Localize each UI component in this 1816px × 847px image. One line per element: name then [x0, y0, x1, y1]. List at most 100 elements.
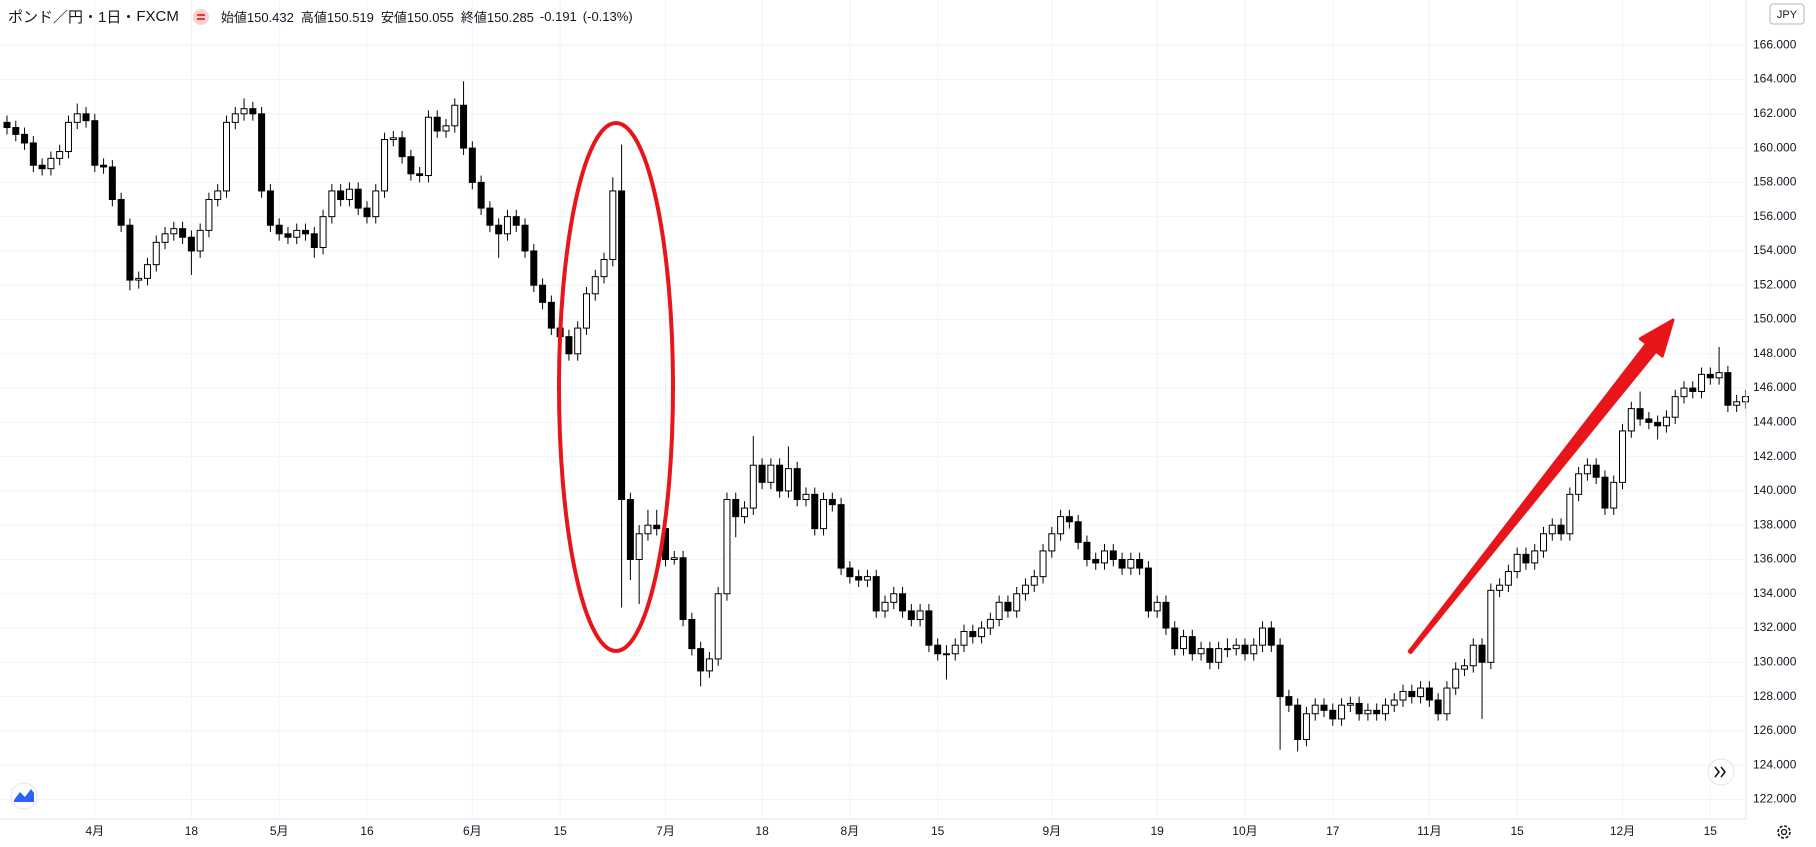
- logo[interactable]: [10, 782, 38, 810]
- y-tick-label: 156.000: [1753, 209, 1797, 223]
- candle-body: [1338, 704, 1346, 720]
- y-tick-label: 158.000: [1753, 175, 1797, 189]
- candle-body: [1627, 408, 1635, 432]
- candle-body: [960, 630, 968, 646]
- candle-body: [196, 229, 204, 252]
- candle-body: [223, 121, 230, 192]
- candle-body: [161, 233, 169, 243]
- x-tick-label: 18: [185, 824, 199, 838]
- candle-body: [1733, 401, 1741, 406]
- candle-body: [1469, 644, 1477, 667]
- candle-body: [486, 207, 494, 226]
- x-tick-label: 15: [1704, 824, 1718, 838]
- candle-body: [1460, 665, 1468, 670]
- candle-body: [398, 137, 406, 158]
- candle-body: [995, 601, 1003, 620]
- candle-body: [1039, 550, 1047, 578]
- candle-body: [811, 493, 819, 530]
- candle-body: [1680, 387, 1688, 398]
- status-icon[interactable]: [192, 8, 209, 25]
- candle-body: [1127, 558, 1135, 569]
- candle-body: [653, 524, 661, 530]
- candle-body: [1592, 464, 1600, 478]
- candle-body: [1232, 644, 1240, 650]
- candle-body: [1320, 704, 1328, 711]
- separator: [89, 15, 93, 18]
- candle-body: [1180, 636, 1188, 650]
- settings[interactable]: [1777, 825, 1791, 839]
- candle-body: [372, 190, 380, 218]
- scroll-to-latest[interactable]: [1707, 758, 1735, 786]
- candle-body: [1724, 372, 1732, 406]
- scroll-button[interactable]: [1707, 758, 1735, 786]
- candle-body: [1522, 553, 1530, 564]
- candle-body: [1645, 418, 1653, 423]
- candle-body: [618, 190, 626, 500]
- candle-body: [820, 498, 828, 530]
- candle-body: [1223, 648, 1231, 651]
- y-tick-label: 142.000: [1753, 449, 1797, 463]
- gear-outer[interactable]: [1777, 825, 1791, 839]
- ohlc-label: 終値: [460, 10, 487, 25]
- candle-body: [82, 113, 90, 122]
- candle-body: [1662, 416, 1670, 427]
- candle-body: [635, 533, 643, 560]
- candle-body: [512, 216, 520, 226]
- candle-body: [793, 468, 801, 500]
- logo-mark: [14, 789, 34, 802]
- candle-body: [582, 293, 590, 329]
- candle-body: [1285, 696, 1293, 706]
- candle-body: [468, 147, 476, 183]
- candles: [3, 81, 1749, 752]
- highlight-ellipse: [557, 121, 675, 653]
- candle-body: [29, 142, 37, 166]
- candle-body: [846, 567, 854, 578]
- change: -0.191: [539, 9, 577, 24]
- candle-body: [56, 151, 64, 159]
- ohlc-label: 始値: [220, 10, 247, 25]
- x-tick-label: 19: [1151, 824, 1165, 838]
- candle-body: [1250, 644, 1258, 655]
- candle-body: [1689, 387, 1697, 393]
- y-tick-label: 152.000: [1753, 277, 1797, 291]
- x-tick-label: 5月: [270, 824, 289, 838]
- candle-body: [302, 229, 310, 235]
- candle-body: [1487, 589, 1495, 663]
- candle-body: [363, 207, 371, 218]
- candle-body: [1074, 521, 1082, 543]
- separator: [127, 15, 131, 18]
- candle-body: [697, 648, 705, 672]
- candle-body: [108, 166, 116, 201]
- ohlc-value: 150.055: [406, 10, 454, 25]
- candle-body: [319, 216, 327, 249]
- candle-body: [714, 593, 722, 660]
- candle-body: [38, 164, 46, 170]
- candle-body: [1478, 644, 1486, 663]
- candle-body: [1531, 550, 1539, 564]
- candle-body: [881, 601, 889, 612]
- candle-body: [1583, 464, 1591, 475]
- candle-body: [240, 108, 248, 115]
- candle-body: [925, 610, 933, 646]
- gear-inner: [1780, 828, 1788, 836]
- candle-body: [1355, 702, 1363, 715]
- candle-body: [337, 190, 345, 201]
- candle-body: [1004, 601, 1012, 612]
- candle-body: [187, 236, 195, 252]
- candle-body: [1197, 648, 1205, 655]
- candle-body: [1267, 627, 1275, 646]
- candle-body: [433, 116, 441, 132]
- source: FXCM: [136, 8, 179, 25]
- candle-body: [47, 157, 55, 170]
- candle-body: [1346, 702, 1354, 706]
- candle-body: [354, 188, 362, 209]
- candle-body: [100, 164, 108, 168]
- candle-body: [1715, 372, 1723, 379]
- candle-body: [143, 264, 151, 279]
- candle-body: [776, 464, 784, 492]
- candle-body: [258, 113, 266, 192]
- candle-body: [266, 190, 274, 226]
- candle-body: [1118, 558, 1126, 569]
